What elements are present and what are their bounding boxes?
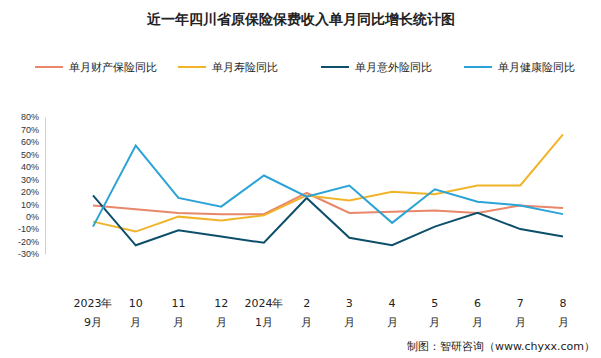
title: 近一年四川省原保险保费收入单月同比增长统计图 <box>146 11 455 27</box>
x-tick-label: 7月 <box>515 297 526 329</box>
y-tick-label: 80% <box>21 112 39 122</box>
legend: 单月财产保险同比 单月寿险同比 单月意外险同比 单月健康险同比 <box>35 61 575 74</box>
x-tick-label: 11月 <box>171 297 185 329</box>
y-axis-line <box>45 118 46 255</box>
x-tick-label: 2023年9月 <box>74 297 113 329</box>
y-tick-label: -20% <box>18 237 39 247</box>
y-tick-label: 10% <box>21 200 39 210</box>
y-tick-label: -30% <box>18 249 39 259</box>
chart: 近一年四川省原保险保费收入单月同比增长统计图 -30% -20% -10% 0% 10% 2… <box>0 0 601 358</box>
x-tick-label: 4月 <box>387 297 398 329</box>
y-tick-label: 40% <box>21 162 39 172</box>
y-tick: 50% <box>21 150 45 160</box>
legend-swatch <box>35 66 63 68</box>
legend-label: 单月健康险同比 <box>498 61 575 74</box>
x-tick-label: 5月 <box>429 297 440 329</box>
x-tick-label: 3月 <box>344 297 355 329</box>
x-tick-label: 6月 <box>472 297 483 329</box>
y-tick-label: -10% <box>18 224 39 234</box>
y-tick-label: 20% <box>21 187 39 197</box>
y-tick: -20% <box>18 237 45 247</box>
legend-label: 单月寿险同比 <box>212 61 278 74</box>
y-tick: 30% <box>21 175 45 185</box>
y-tick: -10% <box>18 224 45 234</box>
y-axis: -30% -20% -10% 0% 10% 20% 30% 40% 50% 60% 70% 80% <box>18 112 46 259</box>
x-tick-label: 2月 <box>301 297 312 329</box>
source: 制图：智研咨询（www.chyxx.com） <box>407 340 595 353</box>
legend-swatch <box>178 66 206 68</box>
y-tick: 80% <box>21 112 45 122</box>
x-tick-label: 10月 <box>129 297 143 329</box>
y-tick-label: 0% <box>26 212 39 222</box>
y-tick: 0% <box>26 212 45 222</box>
legend-label: 单月意外险同比 <box>355 61 432 74</box>
y-tick: 40% <box>21 162 45 172</box>
series-line <box>93 146 563 227</box>
y-tick: 20% <box>21 187 45 197</box>
x-tick-label: 2024年1月 <box>244 297 283 329</box>
y-tick-label: 70% <box>21 125 39 135</box>
x-tick-label: 12月 <box>214 297 228 329</box>
legend-swatch <box>464 66 492 68</box>
y-tick-label: 50% <box>21 150 39 160</box>
y-tick: 10% <box>21 200 45 210</box>
y-tick: -30% <box>18 249 45 259</box>
y-tick: 70% <box>21 125 45 135</box>
x-axis: 2023年9月 10月 11月 12月 2024年1月 2月 3月 4月 5月 6月 7月 8月 <box>74 297 569 329</box>
legend-swatch <box>321 66 349 68</box>
y-tick-label: 60% <box>21 137 39 147</box>
x-tick-label: 8月 <box>558 297 569 329</box>
plot-area <box>93 134 563 245</box>
legend-label: 单月财产保险同比 <box>69 61 157 74</box>
y-tick: 60% <box>21 137 45 147</box>
y-tick-label: 30% <box>21 175 39 185</box>
